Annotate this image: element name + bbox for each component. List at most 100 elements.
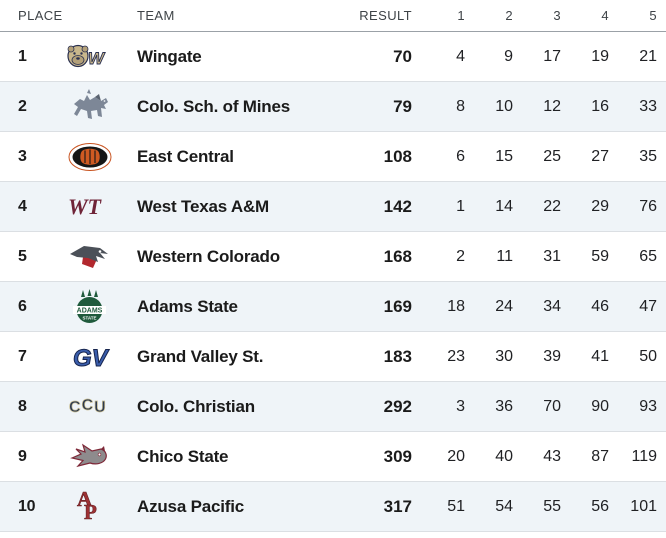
wingate-bulldog-logo: W [62, 41, 118, 73]
runner-score: 50 [639, 347, 657, 365]
team-result: 168 [383, 246, 412, 266]
runner-score: 33 [639, 97, 657, 115]
runner-score: 34 [543, 297, 561, 315]
runner-score: 6 [456, 147, 465, 165]
place-rank: 3 [18, 147, 27, 165]
table-row: 9 Chico State 309 20 40 43 87 119 [0, 432, 666, 482]
runner-score: 16 [591, 97, 609, 115]
column-header-score-5: 5 [649, 8, 657, 23]
place-rank: 5 [18, 247, 27, 265]
table-row: 3 East Central 108 6 15 25 27 35 [0, 132, 666, 182]
west-texas-am-wt-logo: WT [62, 193, 118, 221]
svg-text:A: A [77, 487, 93, 511]
table-row: 7 GV Grand Valley St. 183 23 30 39 41 50 [0, 332, 666, 382]
column-header-result: RESULT [359, 8, 412, 23]
svg-text:GV: GV [73, 345, 110, 372]
team-result: 70 [393, 46, 412, 66]
place-rank: 7 [18, 347, 27, 365]
runner-score: 43 [543, 447, 561, 465]
team-result: 169 [383, 296, 412, 316]
runner-score: 90 [591, 397, 609, 415]
svg-text:P: P [84, 500, 97, 524]
team-result: 309 [383, 446, 412, 466]
team-name: East Central [137, 146, 234, 166]
svg-text:W: W [88, 49, 106, 68]
column-header-score-4: 4 [601, 8, 609, 23]
runner-score: 31 [543, 247, 561, 265]
runner-score: 35 [639, 147, 657, 165]
runner-score: 27 [591, 147, 609, 165]
runner-score: 56 [591, 497, 609, 515]
east-central-tiger-logo [62, 141, 118, 173]
adams-state-grizzly-logo: ADAMS STATE [62, 287, 118, 327]
team-name: West Texas A&M [137, 196, 269, 216]
team-name: Grand Valley St. [137, 346, 264, 366]
runner-score: 19 [591, 47, 609, 65]
team-name: Adams State [137, 296, 238, 316]
western-colorado-mountaineer-logo [62, 241, 118, 273]
runner-score: 87 [591, 447, 609, 465]
runner-score: 76 [639, 197, 657, 215]
runner-score: 18 [447, 297, 465, 315]
runner-score: 39 [543, 347, 561, 365]
runner-score: 11 [496, 247, 513, 265]
table-row: 8 CCU Colo. Christian 292 3 36 70 90 93 [0, 382, 666, 432]
runner-score: 2 [456, 247, 465, 265]
runner-score: 24 [495, 297, 513, 315]
team-name: Azusa Pacific [137, 496, 245, 516]
runner-score: 15 [495, 147, 513, 165]
place-rank: 9 [18, 447, 27, 465]
runner-score: 22 [543, 197, 561, 215]
svg-text:ADAMS: ADAMS [77, 307, 103, 314]
place-rank: 2 [18, 97, 27, 115]
runner-score: 23 [447, 347, 465, 365]
runner-score: 25 [543, 147, 561, 165]
runner-score: 12 [543, 97, 561, 115]
runner-score: 47 [639, 297, 657, 315]
column-header-score-2: 2 [505, 8, 513, 23]
place-rank: 1 [18, 47, 27, 65]
runner-score: 119 [631, 447, 657, 465]
runner-score: 20 [447, 447, 465, 465]
team-result: 142 [383, 196, 412, 216]
team-result: 79 [393, 96, 412, 116]
runner-score: 41 [591, 347, 609, 365]
team-name: Chico State [137, 446, 229, 466]
table-row: 6 ADAMS STATE Adams State 169 18 24 34 4… [0, 282, 666, 332]
column-header-place: PLACE [18, 8, 63, 23]
chico-state-wildcat-logo [62, 441, 118, 473]
grand-valley-gv-logo: GV [62, 341, 118, 373]
runner-score: 36 [495, 397, 513, 415]
runner-score: 17 [543, 47, 561, 65]
azusa-pacific-ap-logo: A P [62, 487, 118, 527]
table-row: 10 A P Azusa Pacific 317 51 54 55 56 101 [0, 482, 666, 532]
svg-text:STATE: STATE [82, 315, 96, 320]
colorado-christian-ccu-logo: CCU [62, 394, 118, 420]
team-name: Colo. Sch. of Mines [137, 96, 290, 116]
runner-score: 54 [495, 497, 513, 515]
table-row: 1 W Wingate 70 4 9 17 19 21 [0, 32, 666, 82]
column-header-team: TEAM [137, 8, 175, 23]
runner-score: 93 [639, 397, 657, 415]
runner-score: 30 [495, 347, 513, 365]
runner-score: 70 [543, 397, 561, 415]
runner-score: 4 [456, 47, 465, 65]
place-rank: 6 [18, 297, 27, 315]
runner-score: 21 [639, 47, 657, 65]
runner-score: 40 [495, 447, 513, 465]
team-result: 183 [383, 346, 412, 366]
table-row: 5 Western Colorado 168 2 11 31 59 65 [0, 232, 666, 282]
svg-text:CCU: CCU [69, 397, 107, 416]
team-result: 317 [383, 496, 412, 516]
place-rank: 10 [18, 497, 36, 515]
runner-score: 3 [456, 397, 465, 415]
svg-text:WT: WT [68, 194, 103, 219]
table-header-row: PLACE TEAM RESULT 1 2 3 4 5 [0, 0, 666, 32]
runner-score: 65 [639, 247, 657, 265]
colorado-mines-burro-logo [62, 88, 118, 126]
team-name: Colo. Christian [137, 396, 255, 416]
team-result: 108 [383, 146, 412, 166]
runner-score: 10 [495, 97, 513, 115]
runner-score: 46 [591, 297, 609, 315]
